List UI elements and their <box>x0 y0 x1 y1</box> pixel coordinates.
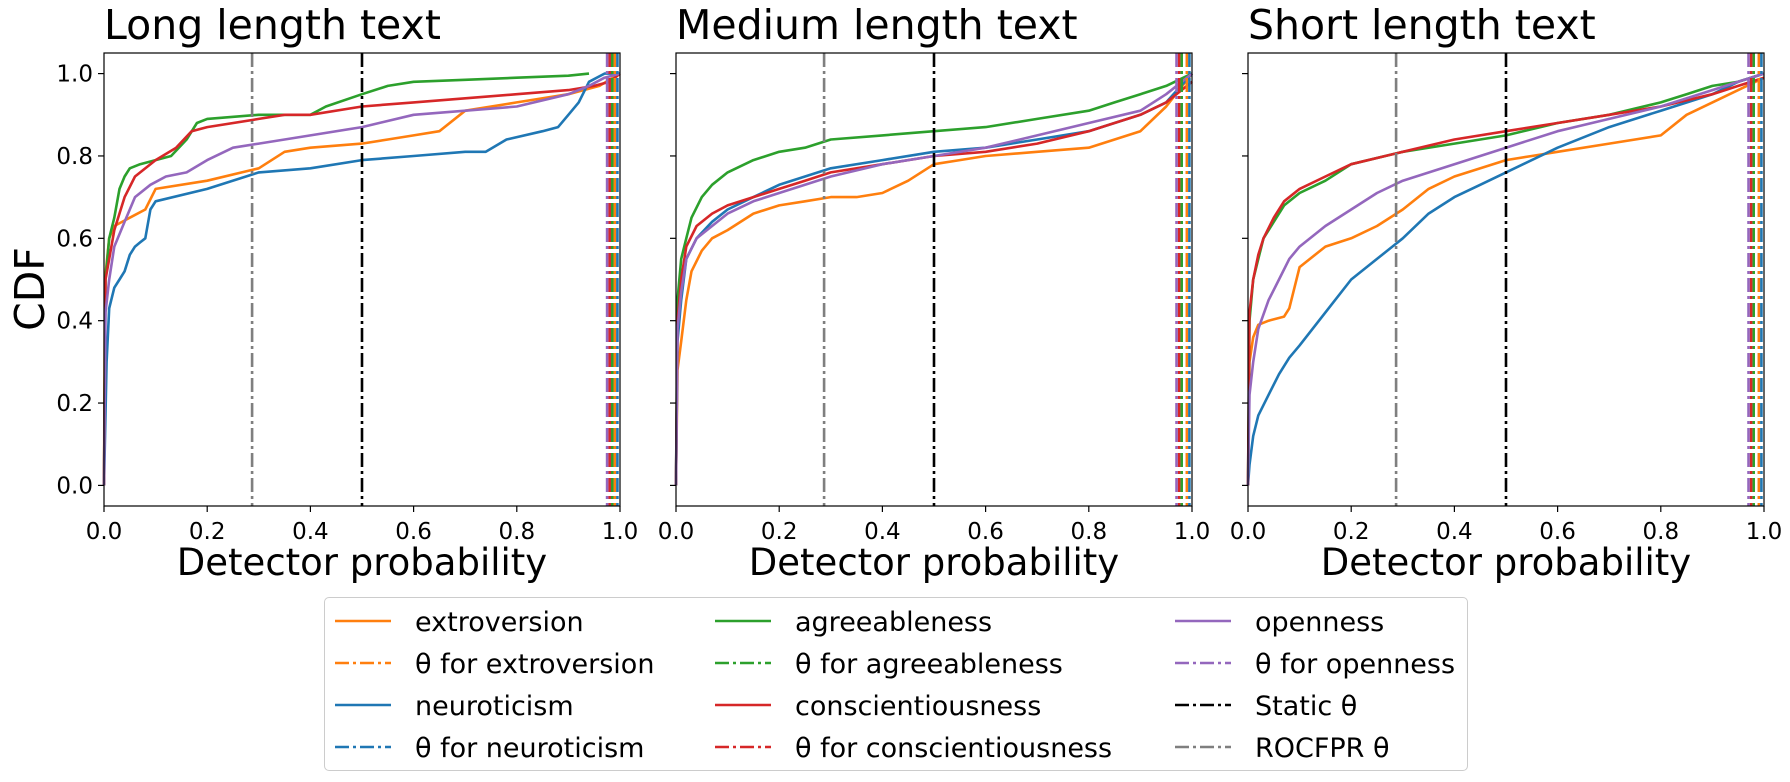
panel-1: 0.0 0.2 0.4 0.6 0.8 1.0 0.0 0.2 0.4 0.6 0.8 1.0 Long… <box>56 1 638 584</box>
legend: extroversion θ for extroversion neuroticis… <box>324 597 1468 771</box>
axes-frame <box>103 52 621 507</box>
x-tick-label: 0.4 <box>292 519 329 545</box>
series-line-agreeableness <box>674 72 1193 486</box>
y-tick-label: 0.6 <box>56 226 93 252</box>
axes-frame <box>1247 52 1765 507</box>
series-line-neuroticism <box>102 72 620 486</box>
legend-label: θ for openness <box>1255 649 1455 680</box>
x-tick-label: 0.2 <box>1333 519 1370 545</box>
panel-title: Medium length text <box>676 1 1078 49</box>
x-tick-label: 0.0 <box>658 519 695 545</box>
y-tick-label: 0.2 <box>56 391 93 417</box>
x-tick-label: 0.2 <box>761 519 798 545</box>
series-line-extroversion <box>674 72 1194 486</box>
panel-title: Short length text <box>1248 1 1596 49</box>
legend-item: ROCFPR θ <box>1175 733 1390 764</box>
legend-label: θ for neuroticism <box>415 733 644 764</box>
x-tick-label: 0.6 <box>395 519 432 545</box>
x-tick-label: 0.0 <box>86 519 123 545</box>
legend-item: agreeableness <box>715 607 992 638</box>
legend-item: neuroticism <box>335 691 574 722</box>
legend-label: θ for conscientiousness <box>795 733 1112 764</box>
legend-label: agreeableness <box>795 607 992 638</box>
x-tick-label: 0.6 <box>1539 519 1576 545</box>
panel-title: Long length text <box>104 1 441 49</box>
y-tick-label: 1.0 <box>56 62 93 88</box>
legend-label: Static θ <box>1255 691 1357 722</box>
x-tick-label: 1.0 <box>602 519 639 545</box>
series-line-openness <box>102 72 621 486</box>
x-tick-label: 1.0 <box>1746 519 1783 545</box>
x-axis-label: Detector probability <box>1321 541 1691 584</box>
legend-label: conscientiousness <box>795 691 1041 722</box>
cdf-chart: 0.0 0.2 0.4 0.6 0.8 1.0 0.0 0.2 0.4 0.6 0.8 1.0 Long… <box>6 1 1783 584</box>
x-tick-label: 0.8 <box>1071 519 1108 545</box>
panel-3: 0.0 0.2 0.4 0.6 0.8 1.0 Short length text Detec… <box>1230 1 1783 584</box>
legend-label: extroversion <box>415 607 584 638</box>
x-tick-label: 0.8 <box>1643 519 1680 545</box>
legend-label: θ for extroversion <box>415 649 654 680</box>
legend-item: θ for agreeableness <box>715 649 1063 680</box>
legend-item: θ for conscientiousness <box>715 733 1112 764</box>
x-tick-label: 0.2 <box>189 519 226 545</box>
legend-item: θ for extroversion <box>335 649 654 680</box>
legend-item: θ for openness <box>1175 649 1455 680</box>
y-axis-label: CDF <box>6 247 54 331</box>
series-line-openness <box>674 72 1193 486</box>
legend-item: θ for neuroticism <box>335 733 644 764</box>
series-line-openness <box>1246 72 1765 486</box>
legend-label: neuroticism <box>415 691 574 722</box>
x-tick-label: 0.6 <box>967 519 1004 545</box>
legend-label: θ for agreeableness <box>795 649 1063 680</box>
y-tick-label: 0.8 <box>56 144 93 170</box>
axes-frame <box>675 52 1193 507</box>
x-tick-label: 1.0 <box>1174 519 1211 545</box>
x-tick-label: 0.4 <box>864 519 901 545</box>
series-line-extroversion <box>1246 76 1765 486</box>
y-tick-label: 0.4 <box>56 309 93 335</box>
series-line-agreeableness <box>102 72 590 486</box>
legend-item: extroversion <box>335 607 584 638</box>
x-axis-label: Detector probability <box>749 541 1119 584</box>
x-tick-label: 0.4 <box>1436 519 1473 545</box>
panel-2: 0.0 0.2 0.4 0.6 0.8 1.0 Medium length text Dete… <box>658 1 1211 584</box>
legend-item: openness <box>1175 607 1384 638</box>
legend-item: Static θ <box>1175 691 1357 722</box>
legend-item: conscientiousness <box>715 691 1041 722</box>
y-tick-label: 0.0 <box>56 473 93 499</box>
x-tick-label: 0.8 <box>499 519 536 545</box>
x-tick-label: 0.0 <box>1230 519 1267 545</box>
series-line-neuroticism <box>1246 72 1765 486</box>
legend-label: ROCFPR θ <box>1255 733 1390 764</box>
legend-entries: extroversion θ for extroversion neuroticis… <box>335 607 1455 764</box>
legend-label: openness <box>1255 607 1384 638</box>
x-axis-label: Detector probability <box>177 541 547 584</box>
series-line-conscientiousness <box>102 72 621 486</box>
series-line-conscientiousness <box>674 80 1193 486</box>
